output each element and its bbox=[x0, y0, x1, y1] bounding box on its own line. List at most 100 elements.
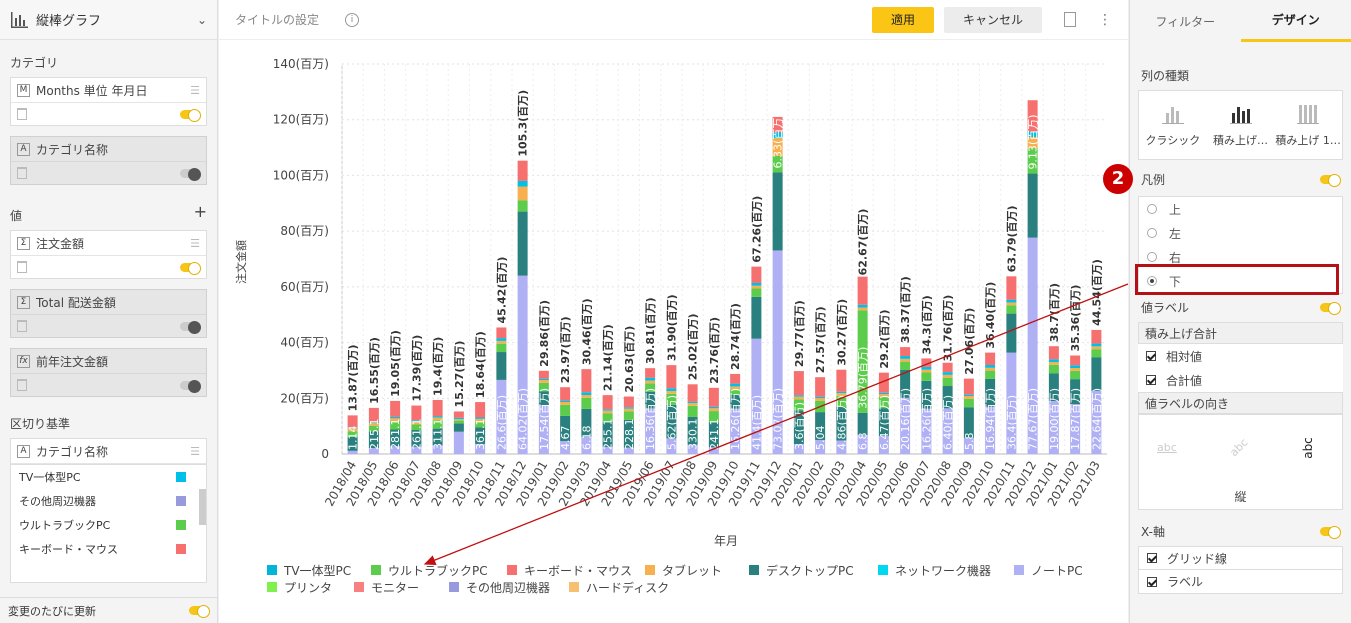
split-item[interactable]: TV一体型PC bbox=[11, 465, 206, 489]
auto-update-toggle[interactable] bbox=[189, 605, 210, 618]
bar-segment bbox=[985, 352, 996, 366]
more-options-icon[interactable]: ⋮ bbox=[1098, 11, 1112, 28]
drag-handle-icon[interactable]: ☰ bbox=[190, 444, 200, 458]
legend-option-left[interactable]: 左 bbox=[1139, 221, 1342, 245]
drag-handle-icon[interactable]: ☰ bbox=[190, 236, 200, 250]
legend-label: モニター bbox=[371, 581, 419, 595]
legend-swatch bbox=[371, 565, 381, 575]
tab-design[interactable]: デザイン bbox=[1240, 0, 1351, 42]
bar-segment bbox=[708, 447, 719, 454]
bar-segment bbox=[368, 407, 379, 422]
field-toggle[interactable] bbox=[180, 261, 201, 275]
drag-handle-icon[interactable]: ☰ bbox=[190, 83, 200, 97]
add-value-icon[interactable]: + bbox=[193, 202, 207, 221]
trash-icon[interactable] bbox=[17, 167, 27, 179]
split-item[interactable]: ウルトラブックPC bbox=[11, 513, 206, 537]
split-section-label: 区切り基準 bbox=[10, 417, 71, 431]
split-item[interactable]: キーボード・マウス bbox=[11, 537, 206, 561]
legend-option-right[interactable]: 右 bbox=[1139, 245, 1342, 269]
bar-segment bbox=[645, 383, 656, 392]
value-field-box-1[interactable]: Σ 注文金額 ☰ bbox=[10, 230, 207, 279]
cancel-button[interactable]: キャンセル bbox=[944, 6, 1042, 33]
bar-segment bbox=[1006, 299, 1017, 303]
trash-icon[interactable] bbox=[17, 108, 27, 120]
bar-segment bbox=[751, 288, 762, 297]
split-field-name: カテゴリ名称 bbox=[36, 444, 109, 459]
bar-segment bbox=[857, 307, 868, 311]
field-toggle[interactable] bbox=[180, 167, 201, 181]
split-field-box[interactable]: A カテゴリ名称 ☰ bbox=[10, 438, 207, 465]
field-toggle[interactable] bbox=[180, 379, 201, 393]
total-data-label: 30.81(百万) bbox=[644, 297, 657, 364]
apply-button[interactable]: 適用 bbox=[872, 6, 934, 33]
field-toggle[interactable] bbox=[180, 320, 201, 334]
step-number-badge: 2 bbox=[1103, 164, 1133, 194]
bar-segment bbox=[432, 399, 443, 417]
bar-segment bbox=[496, 338, 507, 341]
column-type-classic[interactable]: クラシック bbox=[1139, 91, 1207, 159]
segment-data-label: 6.40(百万) bbox=[942, 395, 955, 450]
direction-horizontal[interactable]: abc bbox=[1157, 441, 1177, 454]
bar-segment bbox=[517, 186, 528, 201]
split-item[interactable]: その他周辺機器 bbox=[11, 489, 206, 513]
bar-segment bbox=[623, 411, 634, 420]
chart-type-selector[interactable]: 縦棒グラフ ⌄ bbox=[0, 0, 217, 40]
field-toggle[interactable] bbox=[180, 108, 201, 122]
bar-segment bbox=[623, 407, 634, 409]
segment-data-label: 5.62(百万) bbox=[665, 395, 678, 450]
bar-segment bbox=[900, 369, 911, 398]
relative-value-check[interactable]: 相対値 bbox=[1138, 344, 1343, 368]
bar-segment bbox=[390, 400, 401, 417]
column-type-stacked[interactable]: 積み上げ… bbox=[1207, 91, 1275, 159]
split-items-list[interactable]: TV一体型PC その他周辺機器 ウルトラブックPC キーボード・マウス bbox=[10, 465, 207, 583]
tab-filter[interactable]: フィルター bbox=[1155, 14, 1216, 29]
legend-label: 凡例 bbox=[1138, 168, 1343, 190]
bar-segment bbox=[538, 378, 549, 381]
chevron-down-icon[interactable]: ⌄ bbox=[196, 12, 207, 27]
segment-data-label: 255.1 bbox=[602, 419, 615, 451]
info-icon[interactable]: i bbox=[345, 12, 360, 27]
bar-segment bbox=[751, 285, 762, 289]
value-label-toggle[interactable] bbox=[1320, 301, 1341, 315]
value-field-box-3[interactable]: fx 前年注文金額 bbox=[10, 348, 207, 397]
total-data-label: 30.46(百万) bbox=[580, 298, 593, 365]
bar-segment bbox=[411, 430, 422, 447]
segment-data-label: 16.94(百万) bbox=[984, 388, 997, 450]
bar-segment bbox=[517, 200, 528, 212]
bar-segment bbox=[368, 422, 379, 426]
category-field-box-1[interactable]: M Months 単位 年月日 ☰ bbox=[10, 77, 207, 126]
total-value-check[interactable]: 合計値 bbox=[1138, 368, 1343, 392]
bar-segment bbox=[687, 444, 698, 454]
trash-icon[interactable] bbox=[17, 320, 27, 332]
bar-segment bbox=[645, 377, 656, 381]
list-scrollbar[interactable] bbox=[199, 489, 206, 525]
bar-segment bbox=[921, 408, 932, 454]
bar-segment bbox=[538, 405, 549, 454]
bar-segment bbox=[1070, 355, 1081, 366]
gridline-check[interactable]: グリッド線 bbox=[1138, 546, 1343, 570]
bar-segment bbox=[772, 172, 783, 251]
value-field-box-2[interactable]: Σ Total 配送金額 bbox=[10, 289, 207, 338]
legend-swatch bbox=[507, 565, 517, 575]
x-axis-toggle[interactable] bbox=[1320, 525, 1341, 539]
bar-segment bbox=[815, 412, 826, 440]
title-input[interactable]: タイトルの設定 bbox=[235, 13, 320, 27]
segment-data-label: 330.1 bbox=[687, 419, 700, 451]
axis-label-check[interactable]: ラベル bbox=[1138, 570, 1343, 594]
legend-option-bottom[interactable]: 下 bbox=[1139, 269, 1342, 293]
bar-segment bbox=[538, 382, 549, 392]
category-field-box-2[interactable]: A カテゴリ名称 bbox=[10, 136, 207, 185]
column-type-stacked-100[interactable]: 積み上げ 1… bbox=[1274, 91, 1342, 159]
legend-label: プリンタ bbox=[284, 581, 332, 595]
legend-option-top[interactable]: 上 bbox=[1139, 197, 1342, 221]
trash-icon[interactable] bbox=[17, 261, 27, 273]
total-data-label: 19.4(百万) bbox=[432, 337, 445, 396]
export-icon[interactable] bbox=[1064, 12, 1076, 27]
bar-segment bbox=[602, 413, 613, 422]
trash-icon[interactable] bbox=[17, 379, 27, 391]
date-type-icon: M bbox=[17, 83, 30, 97]
legend-toggle[interactable] bbox=[1320, 173, 1341, 187]
total-data-label: 31.90(百万) bbox=[665, 294, 678, 361]
segment-data-label: 311.1 bbox=[432, 419, 445, 451]
bar-segment bbox=[708, 406, 719, 409]
